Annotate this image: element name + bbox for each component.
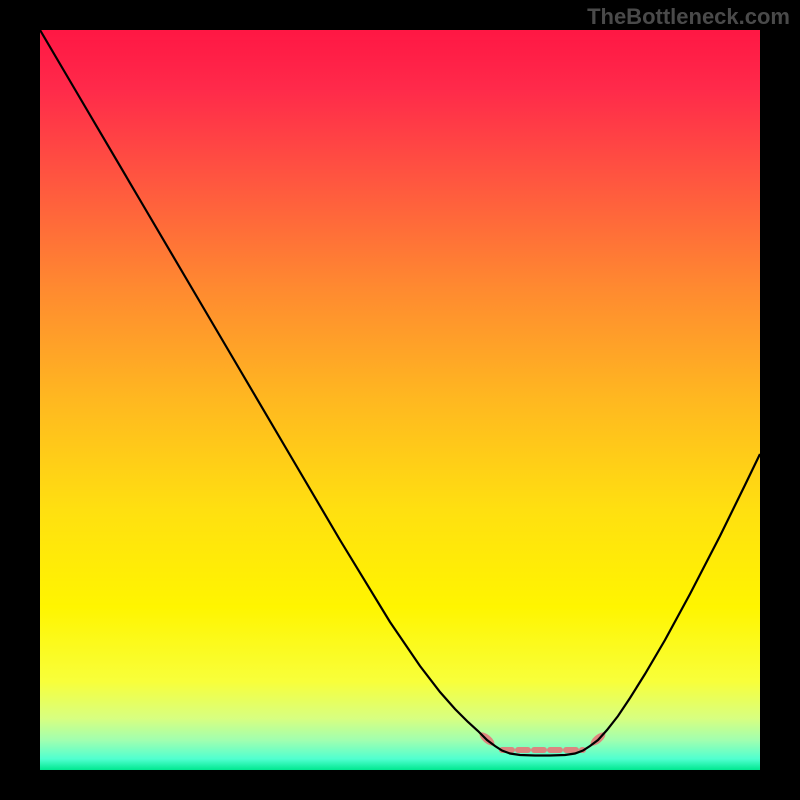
plot-area	[40, 30, 760, 770]
watermark-text: TheBottleneck.com	[587, 4, 790, 30]
bottleneck-curve	[40, 30, 760, 756]
curve-layer	[40, 30, 760, 770]
